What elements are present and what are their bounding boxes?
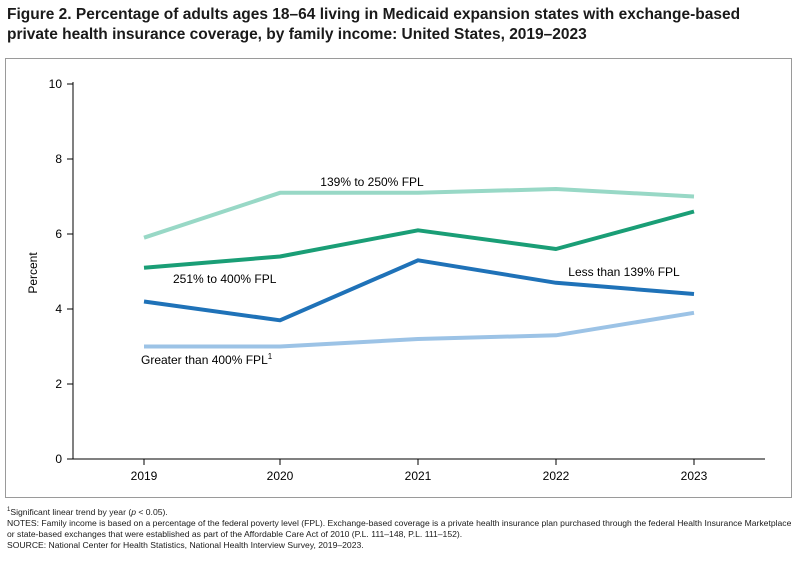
y-tick-label: 6 — [55, 227, 62, 241]
figure-title-line-1: Figure 2. Percentage of adults ages 18–6… — [7, 6, 741, 23]
y-axis-label: Percent — [26, 252, 40, 294]
y-tick-label: 8 — [55, 152, 62, 166]
series-line-1 — [143, 187, 695, 240]
series-labels: 139% to 250% FPL 251% to 400% FPL Less tha… — [141, 175, 680, 367]
x-tick-label: 2019 — [131, 469, 158, 483]
series-line-4 — [144, 310, 695, 349]
footnote-p: p — [131, 506, 136, 517]
x-tick-label: 2023 — [681, 469, 708, 483]
y-tick-label: 10 — [49, 77, 63, 91]
series-label-2: 251% to 400% FPL — [173, 272, 277, 286]
footnote: 1Significant linear trend by year (p < 0… — [7, 505, 792, 518]
x-tick-label: 2022 — [543, 469, 570, 483]
series-lines — [143, 187, 695, 349]
series-line-3 — [143, 258, 695, 323]
chart-frame — [5, 58, 792, 498]
y-tick-label: 4 — [55, 302, 62, 316]
series-label-3: Less than 139% FPL — [568, 265, 680, 279]
figure-title: Figure 2. Percentage of adults ages 18–6… — [7, 5, 792, 45]
chart-axes — [72, 82, 765, 460]
y-tick-label: 0 — [55, 452, 62, 466]
x-tick-label: 2021 — [405, 469, 432, 483]
footnote-text: Significant linear trend by year ( — [10, 506, 132, 517]
notes-text: NOTES: Family income is based on a perce… — [7, 517, 792, 539]
series-label-4: Greater than 400% FPL1 — [141, 352, 273, 367]
footnote-marker: 1 — [7, 507, 11, 513]
source-text: SOURCE: National Center for Health Stati… — [7, 539, 364, 550]
series-label-1: 139% to 250% FPL — [320, 175, 424, 189]
series-label-superscript: 1 — [268, 352, 273, 361]
figure-notes: 1Significant linear trend by year (p < 0… — [7, 505, 792, 551]
x-axis-ticks: 2019 2020 2021 2022 2023 — [131, 459, 708, 483]
figure-title-line-2: private health insurance coverage, by fa… — [7, 26, 587, 43]
y-axis-ticks: 0 2 4 6 8 10 — [49, 77, 73, 466]
x-tick-label: 2020 — [267, 469, 294, 483]
y-tick-label: 2 — [55, 377, 62, 391]
series-line-2 — [143, 209, 695, 270]
footnote-end: < 0.05). — [135, 506, 168, 517]
